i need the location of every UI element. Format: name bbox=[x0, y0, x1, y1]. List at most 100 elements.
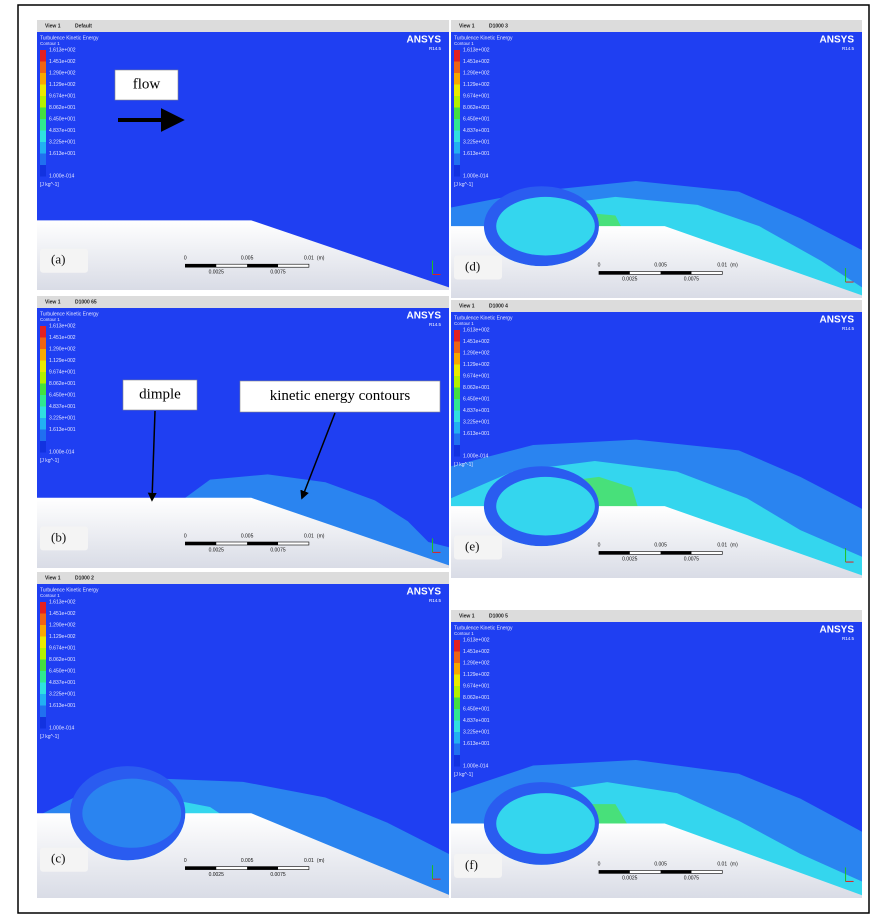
scale-label: 0.0025 bbox=[209, 270, 225, 276]
legend-swatch bbox=[40, 407, 46, 419]
legend-level: 4.837e+001 bbox=[49, 680, 76, 686]
scale-bar-fill bbox=[599, 271, 630, 274]
legend-swatch bbox=[40, 602, 46, 614]
legend-level: 1.613e+001 bbox=[463, 741, 490, 747]
dimple-core bbox=[496, 793, 595, 854]
legend-swatch bbox=[454, 330, 460, 342]
header-view: View 1 bbox=[459, 23, 475, 29]
legend-level: 4.837e+001 bbox=[49, 128, 76, 134]
legend-level: 1.613e+002 bbox=[463, 47, 490, 53]
legend-subtitle: Contour 1 bbox=[40, 317, 60, 322]
legend-level: 1.613e+002 bbox=[49, 599, 76, 605]
legend-swatch bbox=[40, 62, 46, 74]
scale-label: 0.01 bbox=[717, 263, 727, 269]
legend-level: 1.451e+002 bbox=[463, 59, 490, 65]
legend-level: 1.129e+002 bbox=[463, 82, 490, 88]
scale-label: 0.0025 bbox=[622, 557, 638, 563]
legend-swatch bbox=[40, 706, 46, 718]
scale-label: 0.01 bbox=[717, 862, 727, 868]
legend-unit: [J kg^-1] bbox=[454, 182, 473, 188]
legend-level: 8.062e+001 bbox=[49, 381, 76, 387]
label-box bbox=[454, 854, 502, 878]
legend-level: 4.837e+001 bbox=[463, 408, 490, 414]
scale-unit: (m) bbox=[730, 862, 738, 868]
scale-label: 0.0075 bbox=[684, 277, 700, 283]
legend-swatch bbox=[40, 395, 46, 407]
panel-header bbox=[451, 300, 862, 312]
legend-swatch bbox=[40, 96, 46, 108]
legend-swatch bbox=[454, 652, 460, 664]
scale-label: 0.0025 bbox=[622, 277, 638, 283]
legend-swatch bbox=[40, 430, 46, 442]
legend-level: 6.450e+001 bbox=[49, 668, 76, 674]
legend-level: 3.225e+001 bbox=[463, 729, 490, 735]
legend-level: 1.290e+002 bbox=[463, 70, 490, 76]
legend-swatch bbox=[40, 349, 46, 361]
scale-unit: (m) bbox=[317, 533, 325, 539]
panel-label: (d) bbox=[465, 258, 480, 273]
legend-swatch bbox=[40, 372, 46, 384]
legend-level: 1.613e+002 bbox=[49, 323, 76, 329]
legend-level: 1.129e+002 bbox=[49, 634, 76, 640]
legend-level: 8.062e+001 bbox=[463, 695, 490, 701]
legend-level: 9.674e+001 bbox=[49, 369, 76, 375]
scale-label: 0.0025 bbox=[622, 876, 638, 882]
legend-swatch bbox=[40, 671, 46, 683]
legend-swatch bbox=[454, 108, 460, 120]
scale-bar-fill bbox=[185, 264, 216, 267]
brand-version: R14.5 bbox=[842, 46, 855, 51]
legend-level: 1.129e+002 bbox=[463, 362, 490, 368]
legend-swatch bbox=[454, 411, 460, 423]
scale-unit: (m) bbox=[730, 543, 738, 549]
legend-swatch bbox=[454, 62, 460, 74]
legend-swatch bbox=[454, 142, 460, 154]
scale-unit: (m) bbox=[317, 256, 325, 262]
legend-swatch bbox=[40, 637, 46, 649]
dimple-core bbox=[82, 779, 181, 848]
header-name: D1000 65 bbox=[75, 299, 97, 305]
legend-swatch bbox=[40, 50, 46, 62]
scale-label: 0.0075 bbox=[270, 270, 286, 276]
legend-swatch bbox=[454, 353, 460, 365]
legend-swatch bbox=[454, 755, 460, 767]
legend-subtitle: Contour 1 bbox=[40, 41, 60, 46]
annotation: flow bbox=[133, 76, 161, 92]
header-name: Default bbox=[75, 23, 92, 29]
legend-level: 1.613e+002 bbox=[463, 327, 490, 333]
panel-label: (c) bbox=[51, 851, 65, 866]
legend-level: 1.290e+002 bbox=[463, 350, 490, 356]
legend-swatch bbox=[454, 131, 460, 143]
panel-header bbox=[37, 572, 449, 584]
legend-swatch bbox=[40, 441, 46, 453]
scale-label: 0.0025 bbox=[209, 872, 225, 878]
legend-subtitle: Contour 1 bbox=[454, 631, 474, 636]
legend-swatch bbox=[40, 694, 46, 706]
legend-swatch bbox=[454, 663, 460, 675]
legend-level: 6.450e+001 bbox=[463, 396, 490, 402]
legend-level: 9.674e+001 bbox=[463, 683, 490, 689]
legend-swatch bbox=[40, 338, 46, 350]
legend-level: 1.451e+002 bbox=[49, 611, 76, 617]
legend-level: 1.613e+002 bbox=[463, 637, 490, 643]
legend-level: 1.000e-014 bbox=[463, 453, 489, 459]
scale-label: 0 bbox=[184, 533, 187, 539]
legend-swatch bbox=[454, 376, 460, 388]
legend-subtitle: Contour 1 bbox=[454, 41, 474, 46]
legend-swatch bbox=[40, 648, 46, 660]
brand-name: ANSYS bbox=[407, 35, 442, 46]
legend-level: 3.225e+001 bbox=[463, 139, 490, 145]
scale-bar-fill bbox=[661, 551, 692, 554]
legend-level: 1.290e+002 bbox=[49, 346, 76, 352]
legend-level: 8.062e+001 bbox=[463, 105, 490, 111]
legend-swatch bbox=[40, 418, 46, 430]
legend-swatch bbox=[454, 709, 460, 721]
legend-level: 1.290e+002 bbox=[49, 622, 76, 628]
brand-version: R14.5 bbox=[429, 598, 442, 603]
legend-swatch bbox=[454, 445, 460, 457]
scale-bar-fill bbox=[185, 867, 216, 870]
legend-swatch bbox=[454, 422, 460, 434]
scale-label: 0.0075 bbox=[270, 547, 286, 553]
legend-unit: [J kg^-1] bbox=[454, 772, 473, 778]
scale-label: 0.005 bbox=[654, 263, 667, 269]
panel-label: (e) bbox=[465, 538, 479, 553]
